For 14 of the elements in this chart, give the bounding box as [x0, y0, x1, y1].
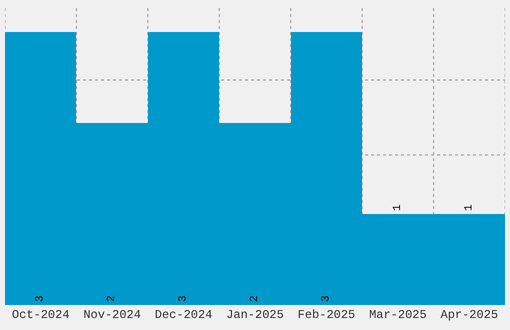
- data-label: 3: [178, 295, 190, 302]
- data-label: 1: [392, 204, 404, 211]
- x-tick-label: Nov-2024: [83, 308, 141, 322]
- data-label: 2: [106, 295, 118, 302]
- data-label: 3: [320, 295, 332, 302]
- x-tick-label: Oct-2024: [12, 308, 70, 322]
- x-tick-label: Mar-2025: [369, 308, 427, 322]
- data-label: 1: [464, 204, 476, 211]
- data-label: 3: [34, 295, 46, 302]
- x-tick-label: Feb-2025: [298, 308, 356, 322]
- x-tick-label: Jan-2025: [226, 308, 284, 322]
- x-tick-label: Apr-2025: [440, 308, 498, 322]
- x-tick-label: Dec-2024: [154, 308, 212, 322]
- data-label: 2: [249, 295, 261, 302]
